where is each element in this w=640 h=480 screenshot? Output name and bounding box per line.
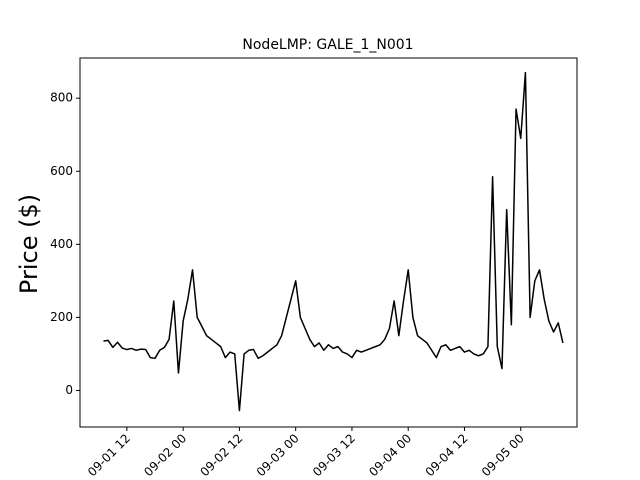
y-tick-label: 0 bbox=[65, 383, 73, 397]
x-tick-label: 09-03 12 bbox=[310, 431, 358, 479]
y-axis-label: Price ($) bbox=[15, 194, 43, 294]
x-tick-label: 09-02 00 bbox=[141, 431, 189, 479]
x-tick-label: 09-04 12 bbox=[423, 431, 471, 479]
x-tick-label: 09-05 00 bbox=[479, 431, 527, 479]
y-tick-label: 800 bbox=[50, 91, 73, 105]
y-tick-label: 200 bbox=[50, 310, 73, 324]
x-tick-label: 09-02 12 bbox=[197, 431, 245, 479]
y-tick-label: 400 bbox=[50, 237, 73, 251]
data-line bbox=[103, 71, 564, 412]
plot-frame bbox=[79, 57, 578, 428]
x-tick-label: 09-01 12 bbox=[85, 431, 133, 479]
x-tick-label: 09-03 00 bbox=[254, 431, 302, 479]
chart-title: NodeLMP: GALE_1_N001 bbox=[242, 37, 413, 53]
x-tick-label: 09-04 00 bbox=[366, 431, 414, 479]
y-tick-label: 600 bbox=[50, 164, 73, 178]
